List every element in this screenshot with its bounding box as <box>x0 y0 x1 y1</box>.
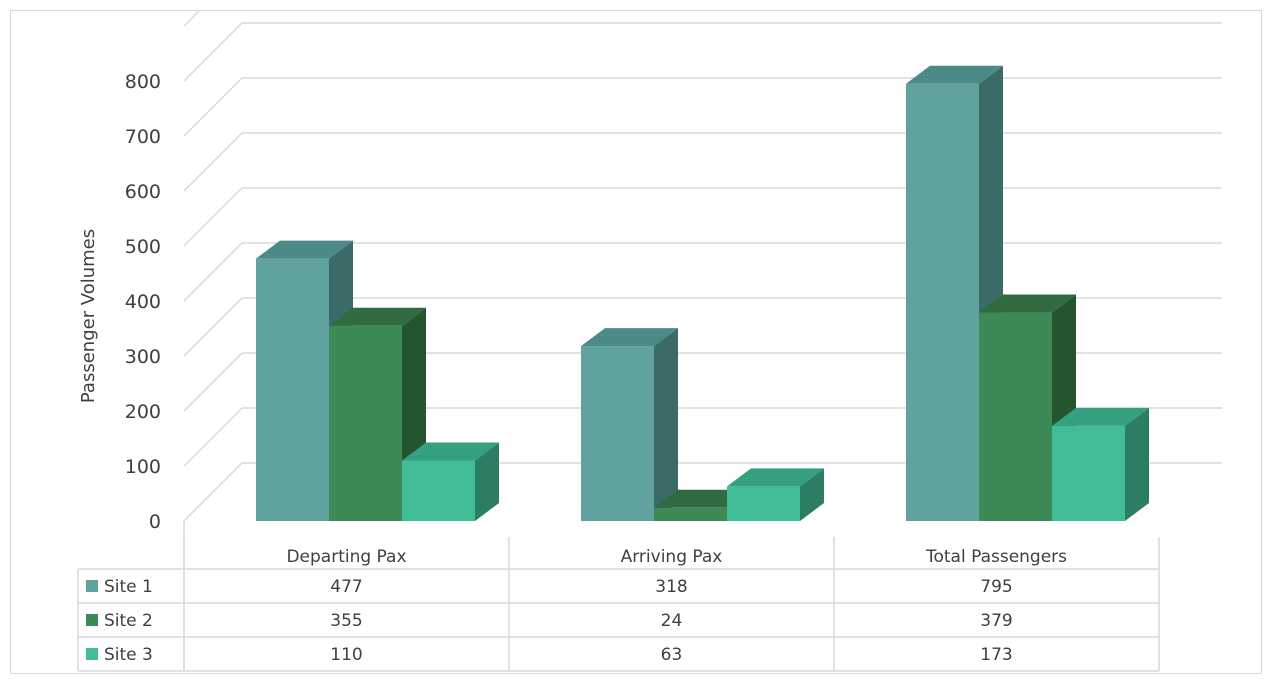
y-tick-label: 800 <box>125 71 161 93</box>
y-tick-label: 0 <box>149 511 161 533</box>
y-axis-title: Passenger Volumes <box>78 229 99 403</box>
table-row: Site 3 110 63 173 <box>86 645 1013 665</box>
bar <box>402 442 499 521</box>
y-tick-label: 200 <box>125 401 161 423</box>
data-table: Departing Pax Arriving Pax Total Passenger… <box>77 537 1160 672</box>
gridline <box>183 132 1222 192</box>
table-row: Site 1 477 318 795 <box>86 577 1013 597</box>
gridline <box>183 22 1222 82</box>
y-tick-label: 100 <box>125 456 161 478</box>
table-cell: 24 <box>661 611 683 631</box>
bar <box>581 328 678 521</box>
gridline <box>183 77 1222 137</box>
table-cell: 173 <box>980 645 1012 665</box>
legend-label: Site 3 <box>104 645 153 665</box>
legend-swatch <box>86 614 98 626</box>
y-axis-ticks: 0 100 200 300 400 500 600 700 800 <box>125 71 161 533</box>
table-cell: 318 <box>655 577 687 597</box>
gridline <box>183 187 1222 247</box>
y-tick-label: 300 <box>125 346 161 368</box>
gridline <box>183 242 1222 302</box>
table-row: Site 2 355 24 379 <box>86 611 1013 631</box>
gridline <box>183 11 201 27</box>
y-tick-label: 400 <box>125 291 161 313</box>
bar <box>1052 407 1149 521</box>
table-cell: 63 <box>661 645 683 665</box>
legend-swatch <box>86 648 98 660</box>
legend-label: Site 1 <box>104 577 153 597</box>
chart-frame: 0 100 200 300 400 500 600 700 800 Passenger Volu… <box>10 10 1262 674</box>
bar <box>256 240 353 521</box>
bar-chart: 0 100 200 300 400 500 600 700 800 Passenger Volu… <box>77 11 1222 672</box>
table-cell: 477 <box>330 577 362 597</box>
category-label: Departing Pax <box>286 547 406 567</box>
y-tick-label: 500 <box>125 236 161 258</box>
legend-swatch <box>86 580 98 592</box>
table-cell: 110 <box>330 645 362 665</box>
category-label: Arriving Pax <box>621 547 723 567</box>
category-label: Total Passengers <box>925 547 1067 567</box>
bar <box>727 468 824 521</box>
y-tick-label: 700 <box>125 126 161 148</box>
y-tick-label: 600 <box>125 181 161 203</box>
table-cell: 355 <box>330 611 362 631</box>
legend-label: Site 2 <box>104 611 153 631</box>
table-cell: 795 <box>980 577 1012 597</box>
table-cell: 379 <box>980 611 1012 631</box>
bars <box>256 65 1149 521</box>
